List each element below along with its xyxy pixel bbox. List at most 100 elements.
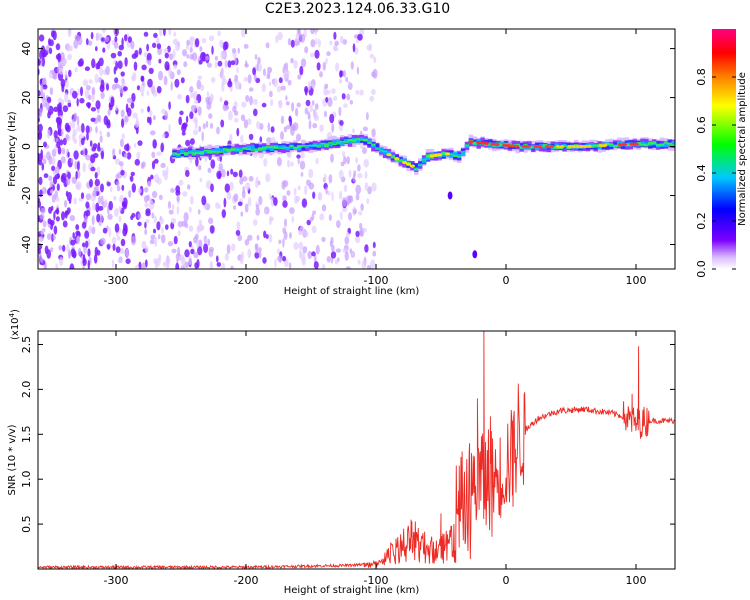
noise-speckle <box>194 233 199 240</box>
ridge-segment <box>519 146 524 149</box>
noise-speckle <box>50 247 54 252</box>
noise-speckle <box>136 85 141 91</box>
noise-speckle <box>38 236 43 242</box>
noise-speckle <box>369 95 375 102</box>
noise-speckle <box>346 232 350 238</box>
noise-speckle <box>339 70 343 78</box>
noise-speckle <box>170 188 175 193</box>
noise-speckle <box>80 192 85 200</box>
noise-speckle <box>143 31 149 37</box>
ridge-hotspot <box>476 141 482 145</box>
ridge-segment <box>398 159 403 162</box>
ridge-segment <box>644 144 649 147</box>
noise-speckle <box>106 131 111 138</box>
ridge-segment <box>324 143 329 147</box>
noise-speckle <box>227 60 232 68</box>
ridge-segment <box>355 138 360 140</box>
noise-speckle <box>143 195 149 203</box>
ridge-segment <box>320 142 325 147</box>
noise-speckle <box>96 213 101 223</box>
noise-speckle <box>82 162 86 173</box>
ridge-segment <box>464 144 470 147</box>
noise-speckle <box>153 32 158 39</box>
noise-speckle <box>280 115 285 125</box>
noise-speckle <box>111 83 117 91</box>
noise-speckle <box>224 100 229 106</box>
noise-speckle <box>177 221 184 228</box>
noise-speckle <box>300 58 307 68</box>
noise-speckle <box>304 107 309 115</box>
noise-speckle <box>300 172 304 177</box>
noise-speckle <box>277 248 280 255</box>
noise-speckle <box>123 152 128 159</box>
noise-speckle <box>170 81 173 91</box>
noise-speckle <box>248 133 254 141</box>
noise-speckle <box>127 36 132 43</box>
noise-speckle <box>56 141 61 149</box>
noise-speckle <box>53 211 56 221</box>
noise-speckle <box>209 261 214 269</box>
noise-speckle <box>224 253 229 261</box>
noise-speckle <box>324 83 329 89</box>
noise-speckle <box>258 195 263 206</box>
ridge-segment <box>293 146 298 150</box>
noise-speckle <box>158 58 162 64</box>
ridge-segment <box>542 144 548 147</box>
noise-speckle <box>219 39 224 48</box>
noise-speckle <box>150 234 156 240</box>
ridge-segment <box>234 149 240 151</box>
ridge-segment <box>289 144 294 147</box>
noise-speckle <box>82 79 89 87</box>
noise-speckle <box>299 33 306 43</box>
ridge-hotspot <box>468 140 474 144</box>
ridge-segment <box>359 139 364 141</box>
noise-speckle <box>125 103 129 113</box>
noise-speckle <box>106 83 109 91</box>
noise-speckle <box>124 115 129 123</box>
noise-speckle <box>221 169 226 178</box>
noise-speckle <box>371 128 376 138</box>
noise-speckle <box>280 131 284 141</box>
noise-speckle <box>119 138 124 148</box>
noise-speckle <box>189 53 194 60</box>
y-tick-label: 0.5 <box>20 515 33 533</box>
ridge-segment <box>379 147 384 153</box>
noise-speckle <box>193 99 199 105</box>
noise-speckle <box>149 239 155 245</box>
noise-speckle <box>176 205 180 215</box>
noise-speckle <box>255 179 259 188</box>
noise-speckle <box>243 43 249 49</box>
noise-speckle <box>263 209 267 214</box>
noise-speckle <box>66 207 71 214</box>
y-tick-label: 20 <box>20 91 33 105</box>
noise-speckle <box>177 94 183 100</box>
noise-speckle <box>345 266 351 269</box>
ridge-hotspot <box>444 152 451 156</box>
ridge-segment <box>367 139 372 144</box>
x-tick-label: -300 <box>104 274 129 287</box>
noise-speckle <box>38 34 45 42</box>
noise-speckle <box>164 110 168 121</box>
noise-speckle <box>351 251 355 256</box>
noise-speckle <box>156 221 161 231</box>
noise-speckle <box>91 58 96 69</box>
noise-speckle <box>344 251 349 261</box>
ridge-segment <box>265 146 271 150</box>
noise-speckle <box>348 195 354 203</box>
ridge-segment <box>652 142 657 148</box>
noise-speckle <box>184 249 190 258</box>
noise-speckle <box>344 236 350 245</box>
noise-speckle <box>38 58 41 66</box>
ridge-segment <box>589 145 594 148</box>
noise-speckle <box>73 138 78 144</box>
noise-speckle <box>134 264 140 269</box>
noise-speckle <box>77 60 83 67</box>
noise-speckles <box>38 29 378 269</box>
noise-speckle <box>98 114 102 123</box>
noise-speckle <box>86 102 91 108</box>
noise-speckle <box>40 83 44 93</box>
noise-speckle <box>220 69 224 79</box>
noise-speckle <box>278 99 283 109</box>
noise-speckle <box>57 128 61 135</box>
noise-speckle <box>156 86 162 94</box>
